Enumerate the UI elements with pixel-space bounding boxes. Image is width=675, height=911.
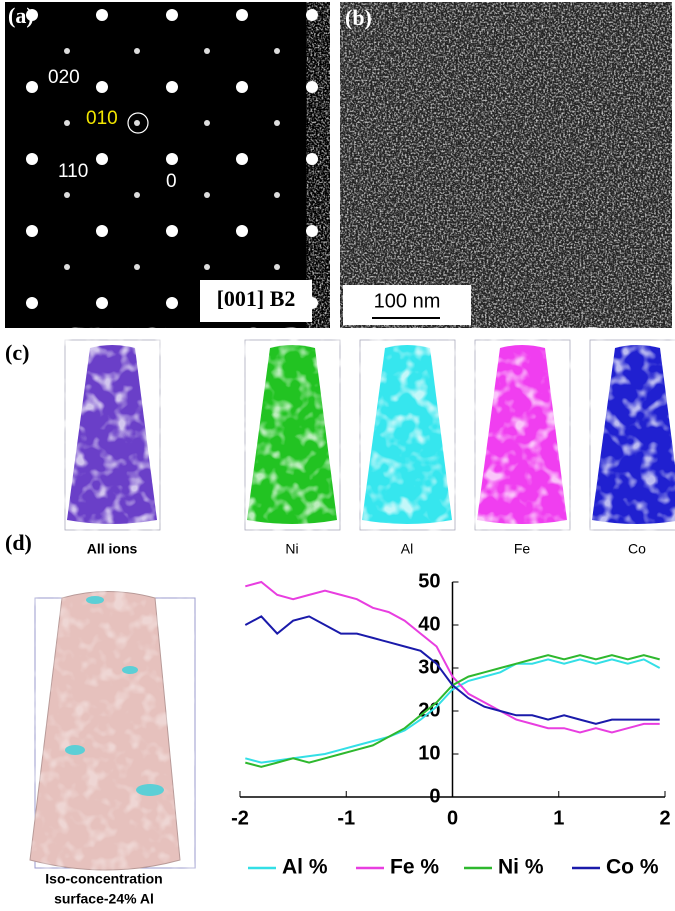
image-texture — [340, 2, 672, 328]
bright-spot — [236, 153, 248, 165]
weak-spot — [204, 264, 210, 270]
spot-label: 110 — [58, 161, 88, 182]
panel-label: (d) — [5, 530, 32, 555]
y-tick-label: 50 — [418, 570, 440, 592]
bright-spot — [306, 9, 318, 21]
x-tick-label: 2 — [659, 807, 670, 829]
scale-bar-label: 100 nm — [374, 290, 441, 312]
y-tick-label: 10 — [418, 742, 440, 764]
caption: surface-24% Al — [54, 891, 154, 907]
bright-spot — [26, 9, 38, 21]
weak-spot — [274, 264, 280, 270]
bright-spot — [236, 225, 248, 237]
map-texture — [67, 345, 157, 524]
caption: Iso-concentration — [45, 871, 162, 887]
map-box — [244, 339, 341, 531]
map-texture — [247, 345, 337, 524]
panel-label: (a) — [8, 3, 34, 28]
bright-spot — [236, 9, 248, 21]
x-tick-label: 1 — [553, 807, 564, 829]
map-label: Ni — [285, 541, 298, 557]
map-box — [359, 339, 456, 531]
weak-spot — [274, 48, 280, 54]
bright-spot — [26, 297, 38, 309]
y-tick-label: 0 — [429, 785, 440, 807]
y-tick-label: 30 — [418, 656, 440, 678]
blob — [86, 596, 104, 604]
blob — [65, 745, 85, 755]
map-box — [589, 339, 675, 531]
bright-spot — [306, 81, 318, 93]
spot-label: 020 — [48, 67, 80, 88]
series-line — [245, 658, 661, 764]
bright-spot — [166, 153, 178, 165]
weak-spot — [274, 192, 280, 198]
map-label: Co — [628, 541, 646, 557]
spot-label: 010 — [86, 108, 118, 129]
zone-axis-box — [200, 280, 312, 322]
iso-surface — [29, 591, 196, 871]
bright-spot — [96, 9, 108, 21]
weak-spot — [64, 120, 70, 126]
weak-spot — [64, 192, 70, 198]
series-line — [245, 580, 660, 734]
weak-spot — [204, 192, 210, 198]
x-tick-label: -1 — [337, 807, 355, 829]
legend-label: Fe % — [390, 856, 439, 879]
x-tick-label: 0 — [447, 807, 458, 829]
map-label: Al — [401, 541, 413, 557]
bright-spot — [96, 153, 108, 165]
bright-spot — [166, 9, 178, 21]
map-box — [474, 339, 571, 531]
spot-circle — [127, 112, 149, 134]
bright-spot — [306, 153, 318, 165]
bright-spot — [96, 297, 108, 309]
bright-spot — [166, 225, 178, 237]
map-box — [64, 339, 161, 531]
diffraction-pattern — [5, 2, 330, 328]
map-texture — [592, 345, 675, 524]
map-label: Fe — [514, 541, 531, 557]
map-texture — [362, 345, 452, 524]
tip-texture — [30, 591, 180, 870]
diffraction-spots — [26, 9, 318, 309]
bright-spot — [306, 225, 318, 237]
bright-spot — [26, 153, 38, 165]
bright-spot — [166, 81, 178, 93]
bright-spot — [26, 225, 38, 237]
legend-label: Co % — [606, 856, 659, 879]
bright-spot — [166, 297, 178, 309]
weak-spot — [134, 192, 140, 198]
weak-spot — [64, 48, 70, 54]
map-label: All ions — [87, 541, 138, 557]
zone-axis: [001] B2 — [217, 286, 296, 311]
weak-spot — [204, 120, 210, 126]
panel-label: (b) — [345, 5, 372, 30]
weak-spot — [64, 264, 70, 270]
weak-spot — [274, 120, 280, 126]
panel-label: (c) — [5, 340, 29, 365]
bright-spot — [96, 81, 108, 93]
atom-maps: All ions Ni Al Fe Co — [64, 339, 675, 557]
bright-spot — [236, 81, 248, 93]
y-tick-label: 40 — [418, 613, 440, 635]
weak-spot — [134, 264, 140, 270]
map-texture — [477, 345, 567, 524]
legend-label: Ni % — [498, 856, 544, 879]
blob — [136, 784, 164, 796]
weak-spot — [204, 48, 210, 54]
series-line — [244, 615, 660, 725]
bright-spot — [26, 81, 38, 93]
x-tick-label: -2 — [231, 807, 249, 829]
legend-label: Al % — [282, 856, 328, 879]
bright-spot — [96, 225, 108, 237]
weak-spot — [134, 120, 140, 126]
blob — [122, 666, 138, 674]
spot-label: 0 — [166, 171, 177, 192]
weak-spot — [134, 48, 140, 54]
